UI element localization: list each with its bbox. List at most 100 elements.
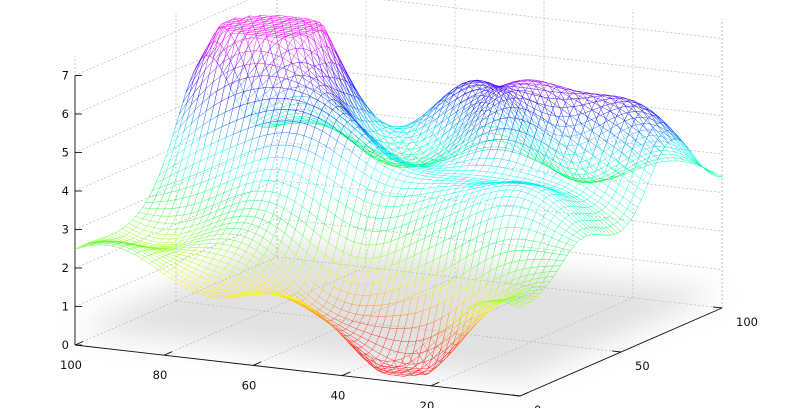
mesh-segment: [98, 238, 107, 241]
mesh-segment: [359, 157, 368, 165]
mesh-segment: [396, 173, 401, 180]
mesh-segment: [617, 107, 622, 115]
mesh-segment: [152, 182, 157, 191]
mesh-segment: [202, 272, 211, 276]
mesh-segment: [365, 118, 370, 129]
mesh-segment: [290, 185, 299, 190]
mesh-segment: [541, 153, 546, 161]
mesh-segment: [449, 120, 454, 127]
mesh-segment: [512, 151, 521, 155]
mesh-segment: [553, 149, 558, 159]
mesh-segment: [410, 159, 415, 163]
mesh-segment: [359, 99, 367, 110]
mesh-segment: [311, 65, 316, 68]
mesh-segment: [377, 161, 386, 167]
mesh-segment: [390, 140, 395, 145]
mesh-segment: [302, 86, 307, 94]
mesh-segment: [299, 100, 308, 104]
mesh-segment: [477, 110, 481, 120]
mesh-segment: [424, 144, 429, 153]
mesh-segment: [169, 149, 174, 161]
mesh-segment: [592, 109, 597, 118]
mesh-segment: [215, 39, 224, 49]
mesh-segment: [197, 68, 202, 81]
mesh-segment: [420, 135, 425, 140]
mesh-segment: [674, 151, 679, 156]
mesh-segment: [549, 160, 558, 168]
mesh-segment: [154, 233, 159, 239]
mesh-segment: [350, 102, 355, 115]
mesh-segment: [175, 214, 184, 217]
mesh-segment: [605, 110, 610, 119]
mesh-segment: [150, 247, 159, 250]
mesh-segment: [267, 119, 276, 124]
mesh-segment: [317, 48, 326, 64]
mesh-segment: [517, 84, 522, 91]
mesh-segment: [270, 260, 279, 269]
mesh-segment: [233, 234, 238, 241]
mesh-segment: [393, 128, 398, 132]
mesh-segment: [198, 83, 202, 98]
mesh-segment: [555, 98, 560, 108]
mesh-segment: [223, 56, 232, 62]
mesh-segment: [627, 108, 632, 115]
mesh-segment: [545, 90, 550, 99]
mesh-segment: [143, 246, 152, 250]
mesh-segment: [266, 133, 275, 136]
mesh-segment: [175, 197, 184, 200]
mesh-segment: [155, 258, 160, 261]
mesh-segment: [206, 263, 211, 269]
mesh-segment: [318, 265, 322, 277]
mesh-segment: [141, 244, 146, 246]
mesh-segment: [320, 93, 325, 96]
mesh-segment: [367, 216, 376, 219]
mesh-segment: [265, 210, 274, 215]
mesh-segment: [471, 96, 480, 102]
mesh-segment: [282, 274, 287, 280]
mesh-segment: [336, 90, 341, 92]
mesh-segment: [144, 256, 153, 262]
mesh-segment: [360, 99, 369, 112]
mesh-segment: [435, 112, 444, 121]
mesh-segment: [268, 21, 273, 24]
mesh-segment: [617, 173, 626, 177]
mesh-segment: [262, 30, 271, 32]
mesh-segment: [533, 112, 541, 118]
mesh-segment: [321, 70, 330, 78]
mesh-segment: [375, 120, 384, 129]
mesh-segment: [489, 84, 498, 87]
mesh-segment: [577, 112, 586, 116]
mesh-segment: [173, 238, 178, 243]
mesh-segment: [431, 131, 440, 137]
mesh-segment: [230, 61, 235, 70]
mesh-segment: [198, 88, 206, 98]
mesh-segment: [582, 166, 591, 170]
mesh-segment: [434, 164, 439, 168]
mesh-segment: [154, 222, 159, 229]
mesh-segment: [510, 143, 519, 148]
mesh-segment: [416, 139, 425, 143]
mesh-segment: [610, 107, 619, 112]
mesh-segment: [351, 106, 359, 120]
mesh-segment: [561, 92, 570, 97]
mesh-segment: [194, 96, 199, 111]
mesh-segment: [310, 259, 315, 270]
mesh-segment: [264, 38, 272, 42]
mesh-segment: [306, 95, 311, 104]
mesh-segment: [341, 131, 350, 139]
mesh-segment: [594, 98, 599, 104]
mesh-segment: [427, 127, 432, 133]
mesh-segment: [518, 98, 523, 108]
mesh-segment: [173, 240, 182, 243]
mesh-segment: [112, 239, 121, 242]
mesh-segment: [205, 74, 210, 90]
mesh-segment: [343, 92, 348, 95]
mesh-segment: [460, 105, 465, 116]
mesh-segment: [473, 110, 481, 119]
mesh-segment: [204, 57, 209, 71]
mesh-segment: [568, 92, 573, 97]
mesh-segment: [600, 95, 605, 100]
mesh-segment: [441, 128, 446, 134]
mesh-segment: [431, 123, 440, 133]
mesh-segment: [251, 216, 256, 225]
